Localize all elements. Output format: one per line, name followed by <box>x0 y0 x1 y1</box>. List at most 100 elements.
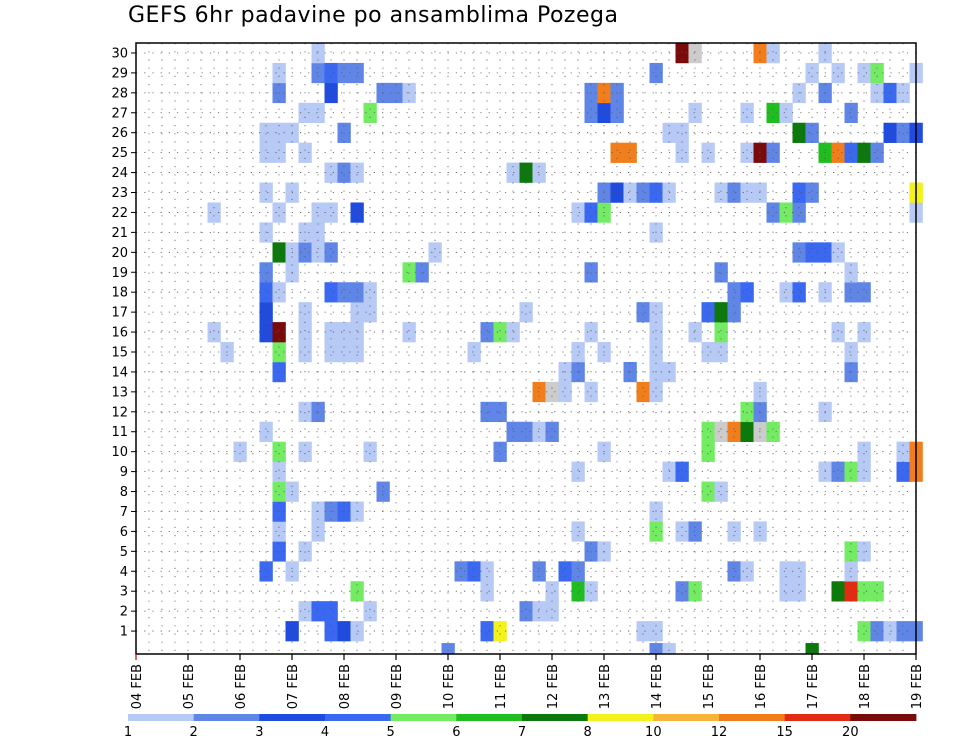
heatmap-cell <box>636 381 650 403</box>
heatmap-cell <box>649 342 663 363</box>
heatmap-cell <box>350 501 364 522</box>
heatmap-cell <box>857 581 871 602</box>
heatmap-cell <box>688 43 702 64</box>
heatmap-cell <box>337 122 351 143</box>
y-tick-label: 24 <box>111 166 128 181</box>
chart-title: GEFS 6hr padavine po ansamblima Pozega <box>128 3 619 28</box>
heatmap-cell <box>298 142 312 163</box>
heatmap-cell <box>558 381 572 403</box>
heatmap-cell <box>714 262 728 283</box>
heatmap-cell <box>324 322 338 343</box>
heatmap-cell <box>688 102 702 124</box>
heatmap-cell <box>792 182 806 203</box>
heatmap-cell <box>480 561 494 582</box>
x-tick-label: 14 FEB <box>650 664 665 709</box>
heatmap-cell <box>740 561 754 582</box>
heatmap-cell <box>545 381 559 403</box>
heatmap-cell <box>831 461 845 482</box>
heatmap-cell <box>571 521 585 542</box>
y-tick-label: 2 <box>120 605 128 620</box>
heatmap-cell <box>636 182 650 203</box>
heatmap-cell <box>714 182 728 203</box>
heatmap-cell <box>857 621 871 642</box>
heatmap-cell <box>727 282 741 303</box>
heatmap-cell <box>701 302 715 323</box>
x-tick-label: 12 FEB <box>546 664 561 709</box>
heatmap-cell <box>519 601 533 622</box>
heatmap-cell <box>350 581 364 602</box>
heatmap-cell <box>779 581 793 602</box>
heatmap-cell <box>350 282 364 303</box>
heatmap-cell <box>675 122 689 143</box>
colorbar-swatch <box>325 714 392 721</box>
heatmap-cell <box>701 441 715 462</box>
heatmap-cell <box>610 142 624 163</box>
heatmap-cell <box>532 601 546 622</box>
heatmap-cell <box>272 521 286 542</box>
heatmap-cell <box>584 581 598 602</box>
y-tick-label: 22 <box>111 206 128 221</box>
heatmap-cell <box>740 401 754 423</box>
heatmap-cell <box>675 461 689 482</box>
heatmap-cell <box>649 621 663 642</box>
heatmap-cell <box>272 122 286 143</box>
heatmap-cell <box>350 342 364 363</box>
heatmap-cell <box>623 142 637 163</box>
heatmap-cell <box>727 182 741 203</box>
heatmap-cell <box>649 182 663 203</box>
heatmap-cell <box>272 342 286 363</box>
heatmap-cell <box>454 561 468 582</box>
heatmap-cell <box>623 182 637 203</box>
x-tick-label: 17 FEB <box>806 664 821 709</box>
colorbar-label: 3 <box>255 725 263 740</box>
heatmap-cell <box>766 202 780 223</box>
heatmap-cell <box>870 621 884 642</box>
colorbar-label: 2 <box>190 725 198 740</box>
heatmap-cell <box>402 322 416 343</box>
heatmap-cell <box>532 561 546 582</box>
heatmap-cell <box>298 242 312 263</box>
heatmap-cell <box>870 142 884 163</box>
x-tick-label: 07 FEB <box>286 664 301 709</box>
heatmap-cell <box>311 601 325 622</box>
heatmap-cell <box>324 162 338 183</box>
y-tick-label: 7 <box>120 505 128 520</box>
heatmap-cell <box>259 122 273 143</box>
colorbar-swatch <box>193 714 260 721</box>
colorbar-label: 6 <box>452 725 460 740</box>
heatmap-cell <box>896 122 910 143</box>
heatmap-cell <box>714 342 728 363</box>
heatmap-cell <box>844 262 858 283</box>
heatmap-cell <box>844 461 858 482</box>
heatmap-cell <box>896 461 910 482</box>
y-axis: 1234567891011121314151617181920212223242… <box>111 46 136 640</box>
heatmap-cell <box>675 43 689 64</box>
heatmap-cell <box>311 242 325 263</box>
y-tick-label: 16 <box>111 326 128 341</box>
heatmap-cell <box>480 401 494 423</box>
heatmap-cell <box>831 581 845 602</box>
heatmap-cell <box>571 342 585 363</box>
heatmap-cell <box>506 421 520 442</box>
y-tick-label: 14 <box>111 365 128 380</box>
heatmap-cell <box>272 62 286 84</box>
y-tick-label: 11 <box>111 425 128 440</box>
heatmap-cell <box>311 62 325 84</box>
colorbar-swatch <box>456 714 523 721</box>
heatmap-cell <box>649 322 663 343</box>
y-tick-label: 6 <box>120 525 128 540</box>
heatmap-cell <box>311 102 325 124</box>
heatmap-cell <box>883 122 897 143</box>
heatmap-cell <box>675 142 689 163</box>
x-tick-label: 19 FEB <box>910 664 925 709</box>
heatmap-cell <box>844 142 858 163</box>
y-tick-label: 10 <box>111 445 128 460</box>
colorbar-label: 8 <box>584 725 592 740</box>
heatmap-cell <box>740 102 754 124</box>
heatmap-cell <box>259 182 273 203</box>
heatmap-cell <box>467 561 481 582</box>
heatmap-cell <box>337 342 351 363</box>
heatmap-cell <box>857 142 871 163</box>
heatmap-cell <box>480 581 494 602</box>
